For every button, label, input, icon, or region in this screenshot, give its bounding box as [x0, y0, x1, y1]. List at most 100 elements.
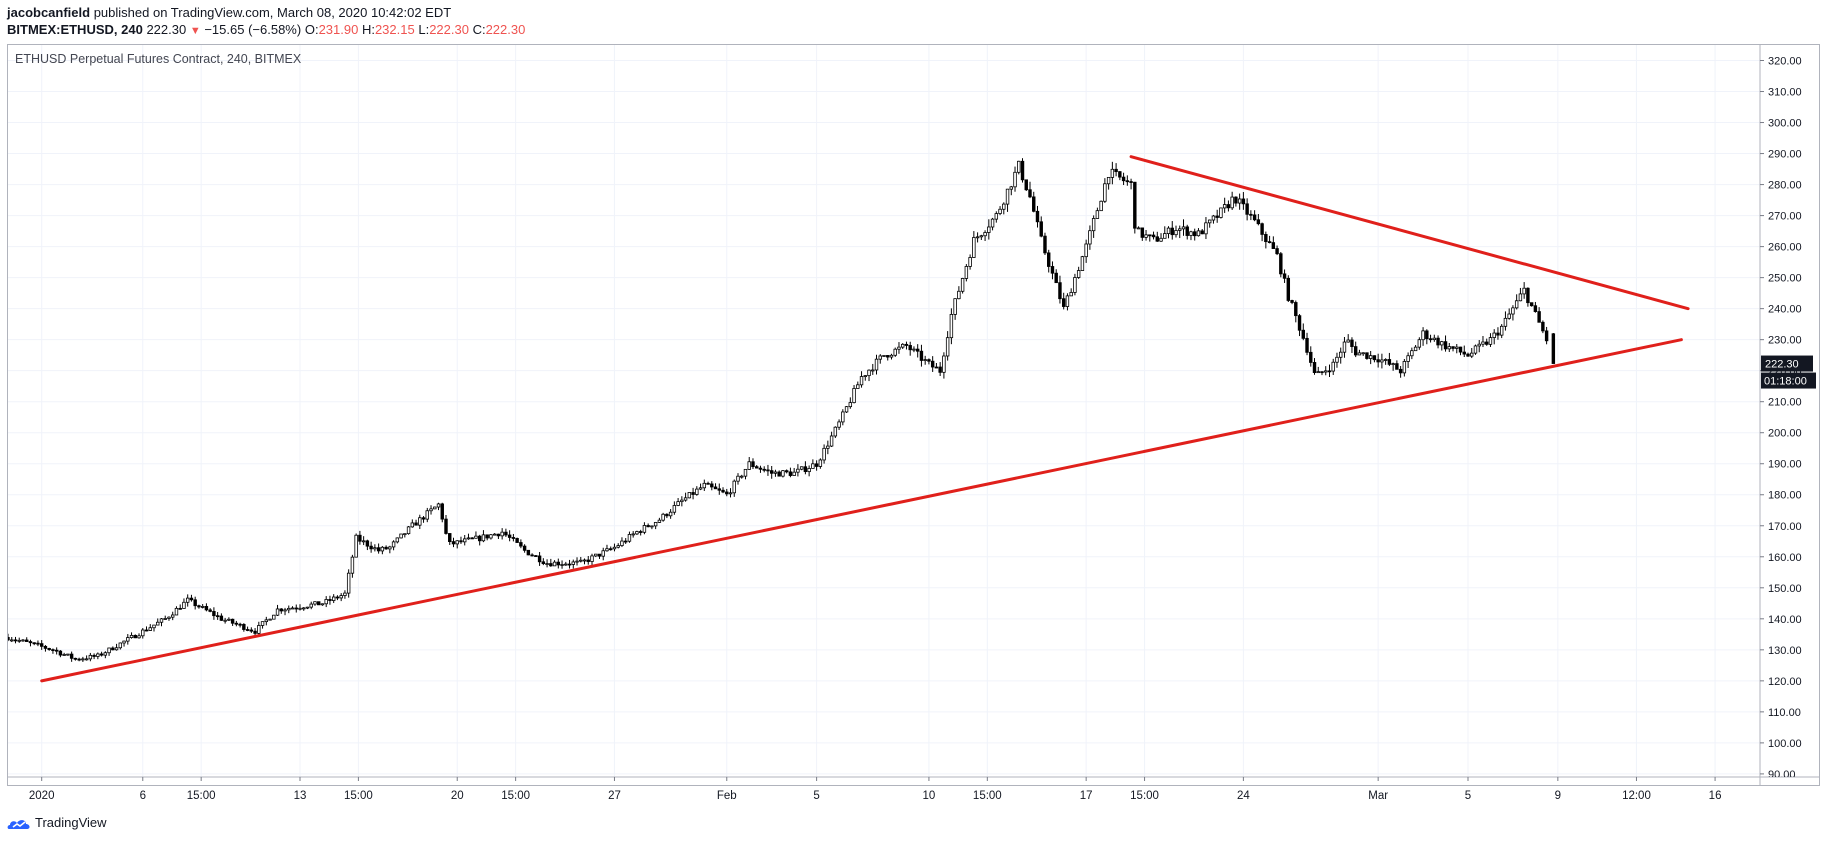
candle-body [957, 290, 961, 300]
candle-body [156, 621, 160, 626]
candle-body [215, 615, 220, 618]
candle-body [1297, 315, 1302, 331]
candle-body [837, 421, 841, 428]
time-tick-label: 15:00 [187, 790, 216, 800]
candle-body [743, 468, 748, 477]
countdown-box [1761, 372, 1816, 389]
candle-body [477, 535, 482, 542]
candle-body [268, 618, 272, 621]
chart-frame[interactable] [7, 44, 1820, 786]
candle-body [979, 235, 984, 238]
candle-body [1043, 235, 1047, 254]
price-tick-label: 170.00 [1768, 521, 1802, 533]
candle-body [500, 531, 504, 537]
candle-body [1507, 313, 1511, 319]
candle-body [975, 236, 980, 239]
candle-body [672, 505, 677, 513]
candle-body [287, 607, 291, 611]
candle-body [141, 629, 145, 637]
candle-body [373, 547, 377, 550]
candle-body [1252, 214, 1257, 221]
time-tick-label: 16 [1709, 790, 1722, 800]
candle-body [571, 561, 575, 565]
candle-body [335, 596, 340, 599]
candle-body [915, 348, 920, 352]
candle-body [567, 563, 572, 566]
candle-body [129, 634, 134, 638]
candle-body [1110, 168, 1115, 178]
candle-body [1294, 302, 1298, 317]
candle-body [1271, 242, 1276, 249]
candle-body [193, 599, 197, 607]
candle-body [874, 358, 879, 371]
footer-branding[interactable]: TradingView [7, 815, 107, 830]
candle-body [848, 402, 853, 408]
price-tick-label: 250.00 [1768, 273, 1802, 285]
candle-body [889, 354, 894, 358]
candle-body [21, 639, 25, 642]
candle-body [732, 480, 736, 494]
candle-body [492, 533, 497, 536]
candle-body [1005, 188, 1010, 205]
candle-body [354, 534, 358, 558]
candle-body [1106, 176, 1111, 185]
candle-body [998, 208, 1002, 214]
candle-body [556, 561, 561, 566]
candle-body [395, 537, 400, 543]
candle-body [1222, 204, 1227, 209]
candle-body [365, 540, 370, 547]
candle-body [182, 601, 186, 609]
candle-body [822, 447, 826, 461]
candle-body [919, 350, 924, 361]
candle-body [953, 298, 957, 315]
candle-body [721, 489, 725, 493]
candle-body [1436, 337, 1440, 346]
candle-body [58, 650, 63, 656]
candle-body [949, 314, 954, 339]
candle-body [1219, 207, 1223, 218]
candle-body [1518, 293, 1523, 302]
candle-body [1398, 368, 1403, 374]
candle-body [1159, 237, 1163, 242]
author-name[interactable]: jacobcanfield [7, 5, 91, 20]
price-tick-label: 130.00 [1768, 645, 1802, 657]
candle-body [171, 614, 175, 618]
price-tick-label: 210.00 [1768, 397, 1802, 409]
candle-body [1342, 341, 1347, 353]
candle-body [990, 218, 995, 228]
candle-body [1316, 371, 1320, 374]
price-tick-label: 160.00 [1768, 552, 1802, 564]
candle-body [313, 601, 317, 605]
candle-body [1200, 230, 1204, 235]
candle-body [1383, 359, 1388, 361]
candle-body [597, 553, 602, 557]
candle-body [1080, 256, 1085, 271]
candle-body [1234, 196, 1238, 204]
candle-body [1103, 183, 1107, 202]
candle-body [702, 482, 707, 489]
candle-body [1249, 213, 1253, 216]
time-axis: 2020 6 15:00 13 15:00 20 15:00 27 Feb 5 10 15:00 17 1… [29, 777, 1722, 800]
candle-body [938, 366, 942, 373]
candle-body [1406, 355, 1410, 362]
candle-body [1402, 361, 1407, 374]
price-tick-label: 200.00 [1768, 428, 1802, 440]
candle-body [1114, 168, 1118, 173]
candle-body [1028, 189, 1032, 198]
candle-body [575, 560, 579, 563]
chart-legend-title: ETHUSD Perpetual Futures Contract, 240, … [15, 52, 302, 66]
candle-body [1477, 343, 1481, 347]
price-tick-label: 240.00 [1768, 304, 1802, 316]
candle-body [1241, 198, 1246, 205]
candle-body [695, 488, 699, 495]
candle-body [1166, 227, 1171, 234]
candle-body [208, 609, 212, 612]
candle-body [1529, 302, 1534, 307]
price-chart[interactable]: 90.00 100.00 110.00 120.00 130.00 140.00 150.0… [0, 0, 1828, 800]
candle-body [253, 630, 257, 634]
candle-body [1466, 353, 1470, 357]
candle-body [1002, 203, 1006, 210]
candle-body [1391, 363, 1395, 366]
price-tick-label: 150.00 [1768, 583, 1802, 595]
grid-lines [8, 45, 1760, 777]
